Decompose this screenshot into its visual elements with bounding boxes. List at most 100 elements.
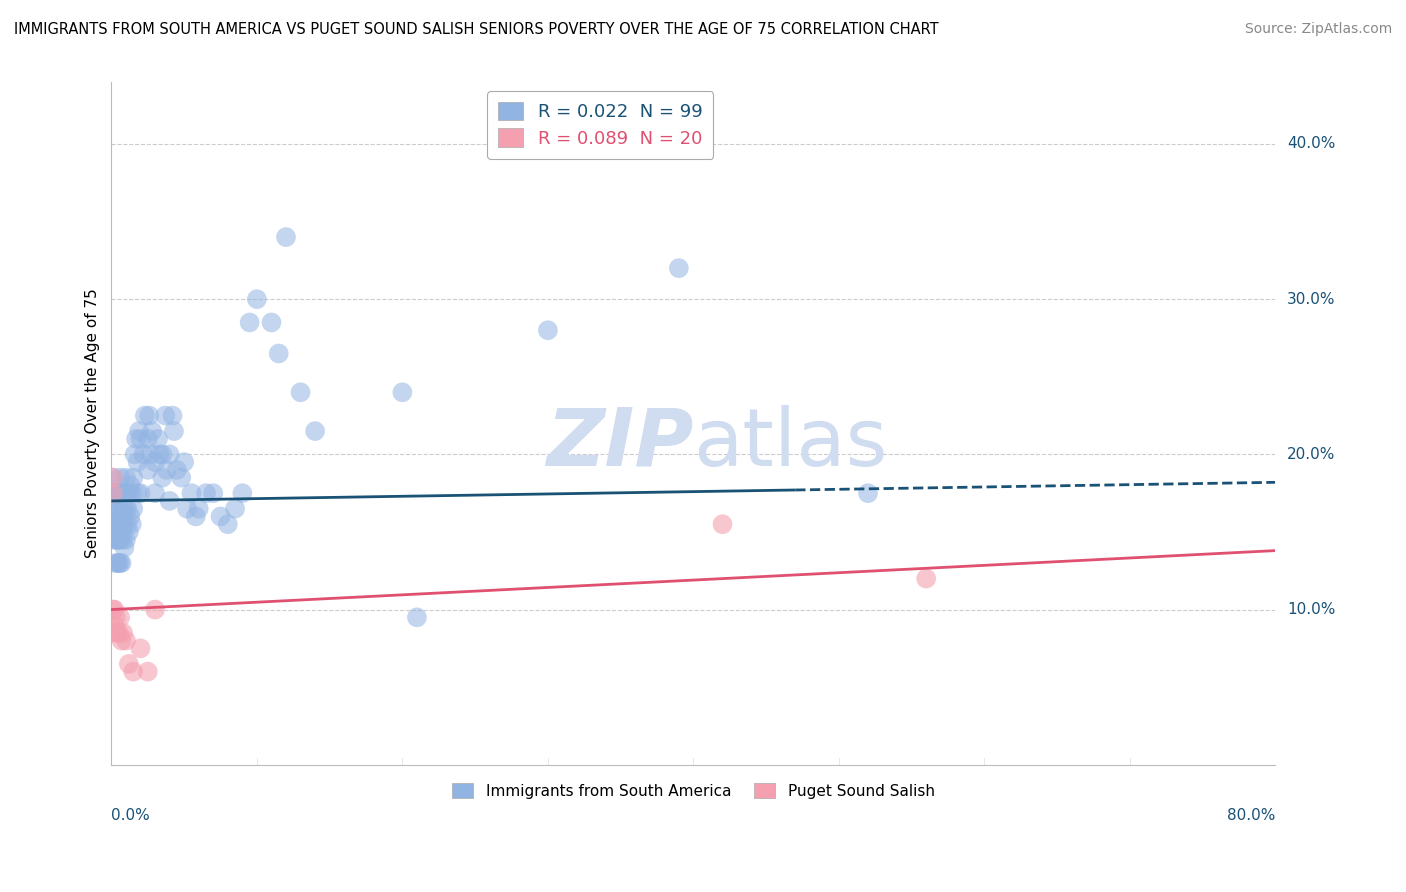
Point [107, 517, 129, 532]
Point [274, 230, 297, 244]
Text: atlas: atlas [693, 405, 887, 483]
Point [117, 517, 139, 532]
Point [162, 409, 184, 423]
Point [105, 533, 128, 547]
Point [184, 509, 207, 524]
Point [108, 517, 131, 532]
Legend: Immigrants from South America, Puget Sound Salish: Immigrants from South America, Puget Sou… [446, 777, 941, 805]
Point [170, 470, 193, 484]
Point [139, 447, 162, 461]
Point [141, 424, 163, 438]
Point [121, 517, 143, 532]
Point [107, 501, 129, 516]
Point [108, 610, 131, 624]
Point [260, 315, 283, 329]
Point [146, 432, 169, 446]
Point [136, 432, 159, 446]
Point [202, 486, 225, 500]
Point [120, 478, 142, 492]
Point [224, 501, 246, 516]
Point [176, 501, 198, 516]
Point [103, 486, 125, 500]
Point [156, 463, 179, 477]
Point [114, 486, 136, 500]
Point [173, 455, 195, 469]
Point [537, 323, 560, 337]
Point [115, 470, 138, 484]
Point [107, 625, 129, 640]
Point [159, 447, 181, 461]
Text: 20.0%: 20.0% [1286, 447, 1336, 462]
Point [103, 618, 125, 632]
Point [246, 292, 269, 306]
Point [120, 509, 142, 524]
Point [104, 501, 127, 516]
Point [127, 486, 149, 500]
Point [163, 424, 186, 438]
Text: 10.0%: 10.0% [1286, 602, 1336, 617]
Point [180, 486, 202, 500]
Point [118, 486, 141, 500]
Point [150, 470, 173, 484]
Y-axis label: Seniors Poverty Over the Age of 75: Seniors Poverty Over the Age of 75 [86, 288, 100, 558]
Point [231, 486, 253, 500]
Point [187, 501, 209, 516]
Point [101, 602, 124, 616]
Point [107, 533, 129, 547]
Point [104, 533, 127, 547]
Point [128, 424, 150, 438]
Point [143, 455, 166, 469]
Point [136, 463, 159, 477]
Point [129, 432, 152, 446]
Point [101, 486, 124, 500]
Point [104, 486, 127, 500]
Text: ZIP: ZIP [546, 405, 693, 483]
Point [104, 517, 127, 532]
Text: Source: ZipAtlas.com: Source: ZipAtlas.com [1244, 22, 1392, 37]
Point [122, 665, 145, 679]
Point [101, 517, 124, 532]
Point [406, 610, 429, 624]
Point [101, 501, 124, 516]
Point [118, 524, 141, 539]
Point [148, 447, 170, 461]
Point [110, 524, 132, 539]
Text: 40.0%: 40.0% [1286, 136, 1336, 152]
Point [112, 533, 135, 547]
Point [112, 501, 135, 516]
Point [155, 409, 177, 423]
Point [103, 517, 125, 532]
Point [122, 501, 145, 516]
Point [105, 556, 128, 570]
Point [101, 470, 124, 484]
Text: 30.0%: 30.0% [1286, 292, 1336, 307]
Point [112, 625, 135, 640]
Point [122, 470, 145, 484]
Point [711, 517, 734, 532]
Point [391, 385, 413, 400]
Point [115, 501, 138, 516]
Point [104, 610, 127, 624]
Point [304, 424, 326, 438]
Point [143, 486, 166, 500]
Point [112, 517, 135, 532]
Point [103, 533, 125, 547]
Point [105, 517, 128, 532]
Point [239, 315, 262, 329]
Point [105, 625, 128, 640]
Point [138, 409, 160, 423]
Text: IMMIGRANTS FROM SOUTH AMERICA VS PUGET SOUND SALISH SENIORS POVERTY OVER THE AGE: IMMIGRANTS FROM SOUTH AMERICA VS PUGET S… [14, 22, 939, 37]
Point [129, 486, 152, 500]
Point [124, 447, 146, 461]
Point [166, 463, 188, 477]
Text: 80.0%: 80.0% [1227, 808, 1275, 823]
Point [104, 556, 127, 570]
Point [209, 509, 232, 524]
Point [115, 533, 138, 547]
Point [110, 556, 132, 570]
Point [108, 470, 131, 484]
Point [159, 494, 181, 508]
Point [117, 501, 139, 516]
Text: 0.0%: 0.0% [111, 808, 150, 823]
Point [101, 486, 124, 500]
